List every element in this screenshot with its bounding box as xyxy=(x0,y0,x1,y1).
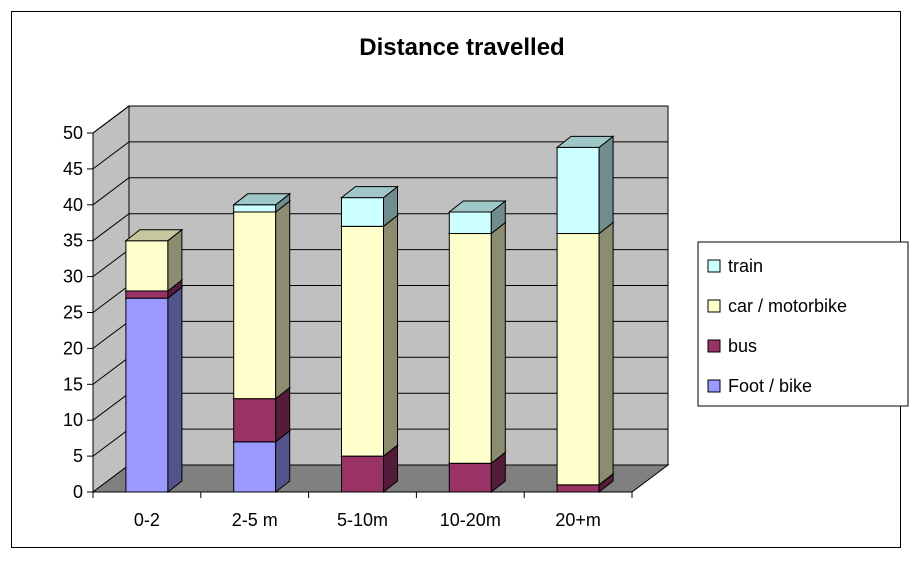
bar-front xyxy=(448,462,492,493)
x-tick-label: 20+m xyxy=(555,510,601,530)
bar-segment xyxy=(555,221,615,486)
bar-side xyxy=(598,221,614,486)
bar-top xyxy=(124,229,184,242)
bar-segment xyxy=(555,135,615,235)
bar-front xyxy=(341,197,384,227)
bar-side xyxy=(490,221,506,465)
bar-front xyxy=(125,290,169,299)
bar-front xyxy=(448,233,492,464)
legend: train car / motorbike bus Foot / bike xyxy=(697,241,909,407)
gridline xyxy=(92,177,668,206)
legend-swatch xyxy=(707,339,721,353)
legend-label: train xyxy=(728,256,763,276)
y-tick-label: 10 xyxy=(63,410,83,430)
bar-segment xyxy=(340,185,399,228)
bar-front xyxy=(448,211,492,235)
gridline xyxy=(92,105,668,134)
bar-segment xyxy=(340,214,399,458)
bar-front xyxy=(341,455,384,493)
legend-box xyxy=(697,241,909,407)
y-tick-label: 0 xyxy=(73,482,83,502)
bar-front xyxy=(233,204,277,213)
bar-side xyxy=(275,199,291,400)
bar-front xyxy=(233,398,277,443)
chart-title: Distance travelled xyxy=(359,34,564,61)
x-tick-label: 2-5 m xyxy=(232,510,278,530)
x-tick-label: 5-10m xyxy=(337,510,388,530)
y-tick-label: 45 xyxy=(63,159,83,179)
y-tick-label: 5 xyxy=(73,446,83,466)
legend-swatch xyxy=(707,259,721,273)
y-tick-label: 35 xyxy=(63,231,83,251)
legend-label: bus xyxy=(728,336,757,356)
bar-segment xyxy=(232,199,292,400)
bar-top xyxy=(447,200,507,213)
bars xyxy=(124,135,615,494)
bar-side xyxy=(167,286,183,494)
x-tick-label: 10-20m xyxy=(440,510,501,530)
bar-segment xyxy=(124,228,184,292)
bar-top xyxy=(555,135,615,148)
bar-front xyxy=(125,297,169,493)
y-tick-label: 15 xyxy=(63,374,83,394)
bar-segment xyxy=(447,199,507,235)
y-tick-label: 40 xyxy=(63,195,83,215)
bar-front xyxy=(556,233,600,486)
bar-top xyxy=(340,186,399,199)
bar-front xyxy=(233,211,277,400)
bar-segment xyxy=(232,192,292,214)
bar-front xyxy=(556,484,600,493)
legend-label: Foot / bike xyxy=(728,376,812,396)
bar-front xyxy=(125,240,169,292)
y-tick-label: 20 xyxy=(63,338,83,358)
bar-side xyxy=(383,214,398,458)
bar-front xyxy=(556,146,600,235)
x-tick-label: 0-2 xyxy=(134,510,160,530)
bar-front xyxy=(233,441,277,493)
bar-segment xyxy=(124,286,184,494)
gridline xyxy=(92,141,668,170)
axes: 0 5 10 15 20 25 30 35 40 45 50 0-2 2-5 m 5-10m 10-20m 2… xyxy=(63,123,633,530)
bar-top xyxy=(232,193,292,206)
legend-label: car / motorbike xyxy=(728,296,847,316)
legend-swatch xyxy=(707,379,721,393)
y-tick-label: 30 xyxy=(63,267,83,287)
legend-swatch xyxy=(707,299,721,313)
bar-side xyxy=(598,135,614,235)
bar-front xyxy=(341,225,384,457)
y-tick-label: 50 xyxy=(63,123,83,143)
bar-segment xyxy=(447,221,507,465)
y-tick-label: 25 xyxy=(63,303,83,323)
